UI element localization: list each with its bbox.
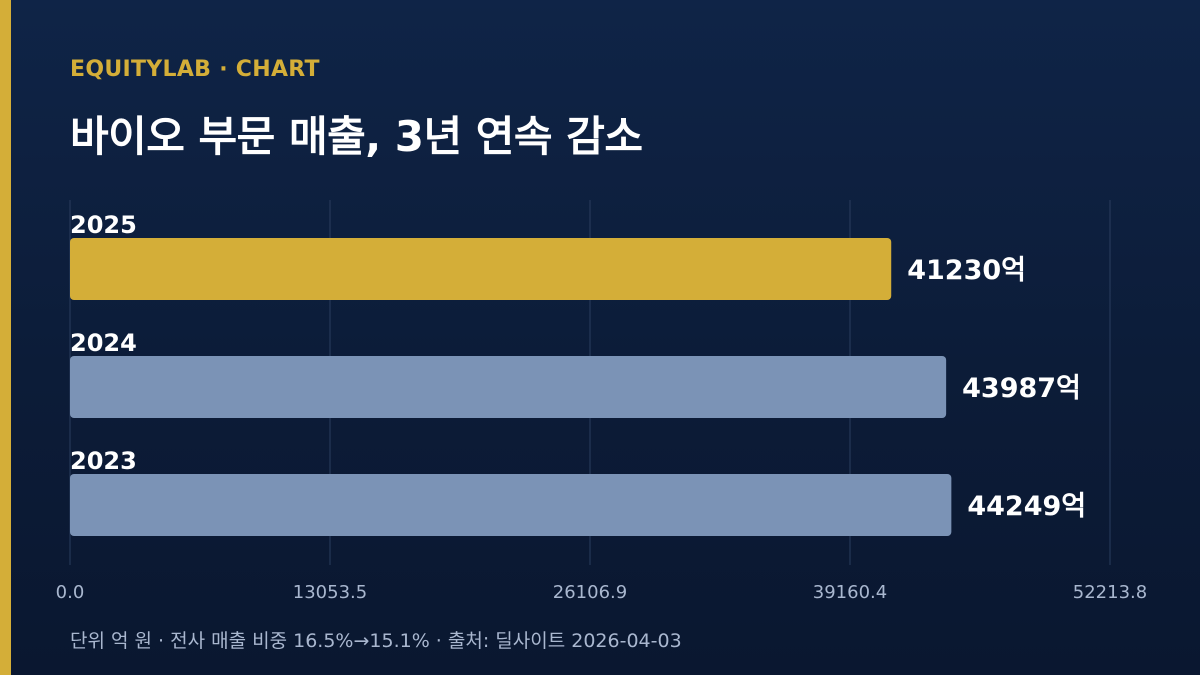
x-tick-label-0: 0.0: [56, 582, 85, 603]
x-tick-label-1: 13053.5: [293, 582, 367, 603]
x-tick-label-3: 39160.4: [813, 582, 887, 603]
bar-2024: [70, 356, 947, 418]
category-label-2023: 2023: [70, 447, 137, 475]
chart-title: 바이오 부문 매출, 3년 연속 감소: [70, 112, 643, 161]
brand-label: EQUITYLAB · CHART: [70, 57, 320, 82]
category-label-2025: 2025: [70, 211, 137, 239]
x-tick-label-2: 26106.9: [553, 582, 627, 603]
bar-2025: [70, 238, 892, 300]
value-label-2024: 43987억: [962, 373, 1081, 404]
x-tick-label-4: 52213.8: [1073, 582, 1147, 603]
value-label-2025: 41230억: [907, 255, 1026, 286]
value-label-2023: 44249억: [967, 491, 1086, 522]
accent-bar: [0, 0, 11, 675]
footnote: 단위 억 원 · 전사 매출 비중 16.5%→15.1% · 출처: 딜사이트…: [70, 630, 682, 652]
bar-2023: [70, 474, 952, 536]
category-label-2024: 2024: [70, 329, 137, 357]
